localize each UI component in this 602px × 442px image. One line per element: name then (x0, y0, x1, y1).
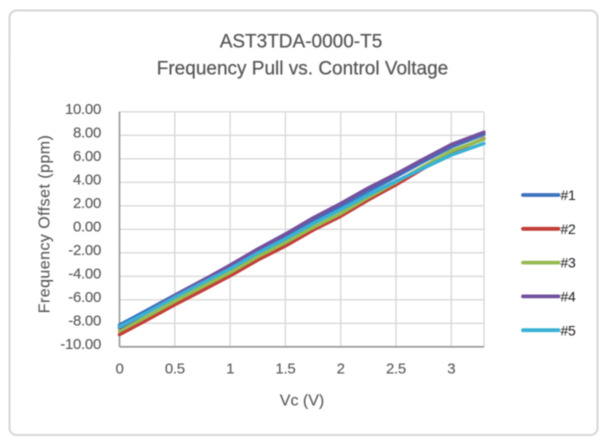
svg-text:#1: #1 (561, 187, 576, 203)
svg-text:-8.00: -8.00 (68, 313, 101, 330)
svg-text:#3: #3 (561, 255, 576, 271)
svg-text:-6.00: -6.00 (68, 289, 101, 306)
svg-text:2: 2 (337, 361, 345, 378)
svg-text:-4.00: -4.00 (68, 266, 101, 283)
svg-text:0: 0 (115, 361, 123, 378)
svg-text:8.00: 8.00 (73, 125, 101, 142)
svg-text:-10.00: -10.00 (60, 336, 101, 353)
svg-text:10.00: 10.00 (65, 101, 101, 118)
svg-text:4.00: 4.00 (73, 172, 101, 189)
svg-text:Vc (V): Vc (V) (280, 393, 324, 410)
svg-text:Frequency Offset (ppm): Frequency Offset (ppm) (37, 135, 54, 314)
svg-text:2.00: 2.00 (73, 195, 101, 212)
svg-text:0.5: 0.5 (165, 361, 185, 378)
svg-text:3: 3 (447, 361, 455, 378)
svg-text:AST3TDA-0000-T5: AST3TDA-0000-T5 (220, 32, 383, 53)
svg-text:6.00: 6.00 (73, 148, 101, 165)
svg-text:#2: #2 (561, 221, 576, 237)
svg-text:2.5: 2.5 (386, 361, 406, 378)
svg-text:0.00: 0.00 (73, 219, 101, 236)
svg-text:1.5: 1.5 (275, 361, 295, 378)
svg-text:#4: #4 (561, 289, 576, 305)
svg-text:#5: #5 (561, 322, 576, 338)
svg-text:-2.00: -2.00 (68, 242, 101, 259)
svg-text:Frequency Pull vs. Control Vol: Frequency Pull vs. Control Voltage (157, 59, 449, 80)
svg-text:1: 1 (226, 361, 234, 378)
